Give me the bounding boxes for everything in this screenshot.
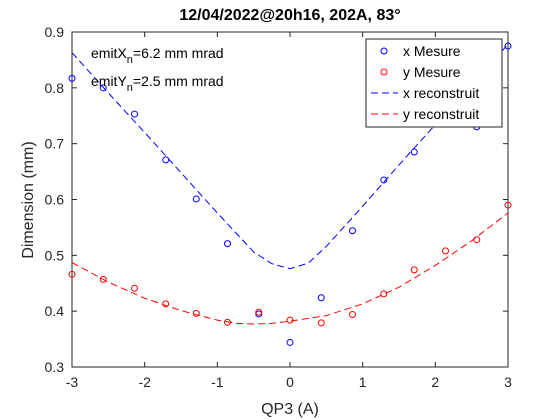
legend-label: x reconstruit: [403, 85, 479, 101]
x-tick-label: -1: [211, 374, 224, 390]
y-tick-label: 0.9: [45, 24, 65, 40]
y-tick-label: 0.3: [45, 359, 65, 375]
y-tick-label: 0.4: [45, 303, 65, 319]
series-line-y-reconstruit: [71, 212, 509, 325]
y-axis-label: Dimension (mm): [20, 141, 37, 258]
data-point-x-mesure: [99, 84, 107, 92]
data-point-x-mesure: [162, 156, 170, 164]
chart-title: 12/04/2022@20h16, 202A, 83°: [179, 7, 400, 24]
data-point-y-mesure: [504, 201, 512, 209]
data-point-x-mesure: [192, 195, 200, 203]
legend-label: y reconstruit: [403, 106, 479, 122]
data-point-y-mesure: [99, 275, 107, 283]
data-point-y-mesure: [68, 270, 76, 278]
x-tick-label: -2: [138, 374, 151, 390]
data-point-x-mesure: [504, 42, 512, 50]
x-tick-label: 1: [359, 374, 367, 390]
data-point-x-mesure: [130, 110, 138, 118]
y-tick-label: 0.5: [45, 247, 65, 263]
data-point-y-mesure: [255, 308, 263, 316]
data-point-x-mesure: [317, 294, 325, 302]
x-axis-label: QP3 (A): [261, 401, 319, 418]
data-point-y-mesure: [192, 309, 200, 317]
data-point-x-mesure: [348, 227, 356, 235]
emittance-annotation: emitXn=6.2 mm mrad: [91, 45, 224, 66]
legend-marker: [380, 47, 388, 55]
data-point-y-mesure: [317, 319, 325, 327]
data-point-y-mesure: [473, 236, 481, 244]
x-tick-label: 2: [431, 374, 439, 390]
data-point-x-mesure: [286, 338, 294, 346]
y-tick-label: 0.7: [45, 136, 65, 152]
data-point-y-mesure: [442, 247, 450, 255]
data-point-y-mesure: [162, 300, 170, 308]
y-tick-label: 0.8: [45, 80, 65, 96]
data-point-y-mesure: [224, 318, 232, 326]
emittance-annotation: emitYn=2.5 mm mrad: [91, 73, 224, 94]
data-point-y-mesure: [348, 311, 356, 319]
data-point-x-mesure: [380, 176, 388, 184]
series-line-x-reconstruit: [71, 43, 509, 270]
data-point-y-mesure: [380, 290, 388, 298]
data-point-y-mesure: [410, 266, 418, 274]
x-tick-label: 0: [286, 374, 294, 390]
y-tick-label: 0.6: [45, 192, 65, 208]
data-point-y-mesure: [130, 284, 138, 292]
plot-area: -3 -2 -1 0 1 2 3 0.3 0.4 0.5 0.6 0.7 0.8 0.9 emitXn=6.…: [45, 24, 513, 390]
data-point-y-mesure: [286, 316, 294, 324]
x-tick-label: 3: [504, 374, 512, 390]
legend-label: x Mesure: [403, 43, 461, 59]
data-point-x-mesure: [224, 240, 232, 248]
data-point-x-mesure: [68, 74, 76, 82]
x-tick-label: -3: [66, 374, 79, 390]
legend-box: [365, 38, 503, 128]
data-point-x-mesure: [410, 148, 418, 156]
legend-marker: [380, 68, 388, 76]
legend-label: y Mesure: [403, 64, 461, 80]
